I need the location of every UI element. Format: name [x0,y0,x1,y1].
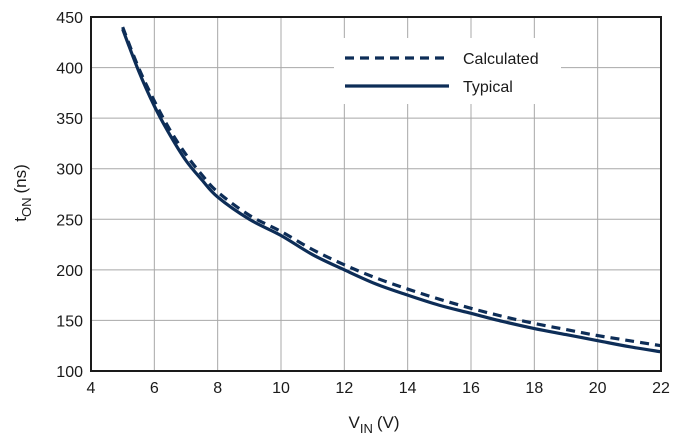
x-axis-label-unit: (V) [377,413,400,432]
series-layer [121,26,662,354]
y-tick-labels: 100 150 200 250 300 350 400 450 [56,10,83,381]
x-tick-label: 6 [150,380,159,397]
y-tick-label: 450 [56,10,83,27]
x-tick-label: 14 [399,380,417,397]
series-line-calculated [121,26,662,348]
legend-background [334,38,561,104]
series-line-typical [121,28,662,354]
x-axis-label-main: V [348,413,360,432]
y-tick-label: 150 [56,313,83,330]
y-tick-label: 250 [56,212,83,229]
x-tick-label: 4 [87,380,96,397]
plot-frame [90,16,662,372]
y-tick-label: 200 [56,263,83,280]
x-tick-label: 20 [589,380,607,397]
x-tick-label: 10 [272,380,290,397]
x-axis-label-sub: IN [360,421,373,436]
y-tick-label: 400 [56,61,83,78]
legend-label-calculated: Calculated [463,51,539,68]
x-tick-label: 16 [462,380,480,397]
x-tick-label: 22 [652,380,670,397]
y-tick-label: 300 [56,162,83,179]
y-axis-label-sub: ON [19,198,34,218]
x-tick-labels: 4 6 8 10 12 14 16 18 20 22 [87,380,670,397]
x-axis-label: VIN (V) [348,413,399,436]
legend-label-typical: Typical [463,79,513,96]
y-tick-label: 350 [56,111,83,128]
x-tick-label: 12 [335,380,353,397]
y-axis-label-unit: (ns) [11,164,30,193]
y-axis-label: tON (ns) [11,164,34,222]
legend: Calculated Typical [345,51,539,96]
y-axis-label-main: t [11,217,30,222]
y-tick-label: 100 [56,364,83,381]
x-tick-label: 18 [525,380,543,397]
x-tick-label: 8 [213,380,222,397]
